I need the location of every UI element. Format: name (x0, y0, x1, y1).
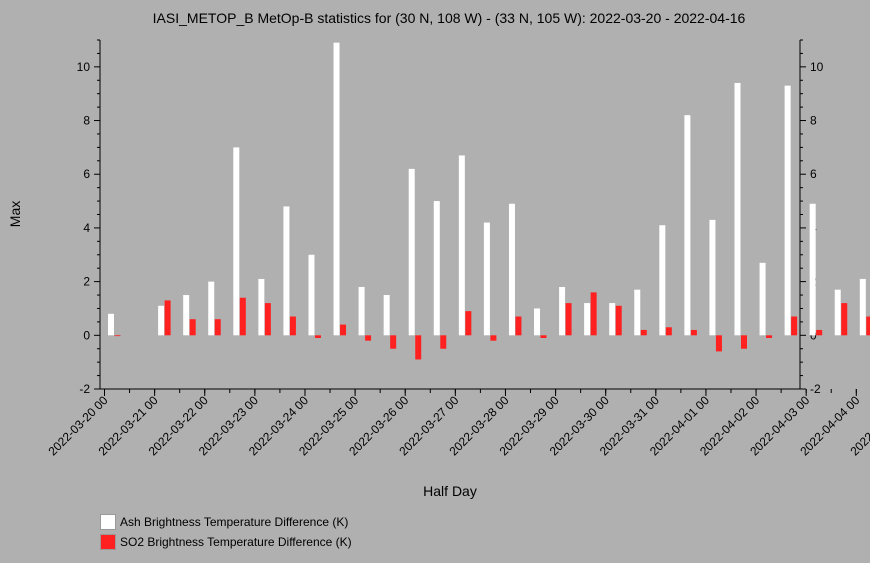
ash-bar (634, 289, 641, 336)
so2-bar (490, 335, 497, 341)
so2-bar (741, 335, 747, 349)
x-axis-label: Half Day (423, 483, 477, 499)
so2-bar (841, 303, 848, 336)
so2-bar (440, 335, 447, 349)
so2-bar (766, 335, 773, 338)
y-tick-label-right: -2 (810, 382, 821, 396)
ash-bar (508, 203, 515, 336)
ash-bar (333, 42, 340, 336)
ash-bar (458, 155, 465, 336)
so2-bar (715, 335, 722, 352)
so2-bar (214, 319, 221, 336)
ash-bar (834, 289, 841, 336)
so2-bar (289, 316, 296, 336)
chart-title: IASI_METOP_B MetOp-B statistics for (30 … (153, 10, 746, 26)
so2-bar (565, 303, 572, 336)
ash-bar (859, 278, 866, 336)
so2-bar (816, 329, 823, 336)
so2-bar (390, 335, 397, 349)
ash-bar (483, 222, 490, 336)
ash-bar (759, 262, 766, 336)
ash-bar (734, 82, 741, 336)
so2-bar (365, 335, 372, 341)
ash-bar (233, 147, 240, 336)
legend: Ash Brightness Temperature Difference (K… (100, 512, 352, 552)
ash-bar (283, 206, 290, 336)
so2-bar (189, 319, 196, 336)
y-tick-label-left: 0 (83, 328, 90, 342)
so2-bar (340, 324, 347, 336)
so2-bar (465, 311, 472, 336)
ash-bar (158, 305, 165, 336)
so2-bar (791, 316, 798, 336)
legend-label-ash: Ash Brightness Temperature Difference (K… (120, 515, 349, 529)
so2-bar (590, 292, 597, 336)
ash-bar (784, 85, 791, 336)
so2-bar (615, 305, 622, 336)
legend-item-ash: Ash Brightness Temperature Difference (K… (100, 512, 352, 532)
y-tick-label-right: 6 (810, 167, 817, 181)
legend-swatch-ash (100, 514, 116, 530)
so2-bar (415, 335, 422, 360)
so2-bar (314, 335, 321, 338)
ash-bar (659, 225, 666, 336)
ash-bar (584, 303, 591, 336)
ash-bar (308, 254, 315, 336)
ash-bar (709, 219, 716, 336)
plot-area: -2-2002244668810102022-03-20 002022-03-2… (46, 39, 870, 458)
y-tick-label-left: 4 (83, 221, 90, 235)
so2-bar (114, 335, 121, 337)
y-tick-label-right: 8 (810, 114, 817, 128)
ash-bar (559, 286, 566, 336)
so2-bar (239, 297, 246, 336)
legend-swatch-so2 (100, 534, 116, 550)
so2-bar (540, 335, 547, 338)
ash-bar (358, 286, 365, 336)
y-tick-label-left: 2 (83, 275, 90, 289)
ash-bar (108, 313, 114, 336)
ash-bar (408, 168, 415, 336)
ash-bar (609, 303, 616, 336)
ash-bar (684, 115, 691, 336)
so2-bar (164, 300, 171, 336)
y-tick-label-left: 6 (83, 167, 90, 181)
ash-bar (208, 281, 215, 336)
so2-bar (665, 327, 672, 336)
y-tick-label-right: 10 (810, 60, 824, 74)
legend-label-so2: SO2 Brightness Temperature Difference (K… (120, 535, 352, 549)
ash-bar (809, 203, 816, 336)
y-tick-label-left: -2 (79, 382, 90, 396)
so2-bar (264, 303, 271, 336)
y-axis-label: Max (7, 201, 23, 227)
ash-bar (433, 201, 440, 336)
ash-bar (258, 278, 265, 336)
y-tick-label-left: 10 (77, 60, 91, 74)
legend-item-so2: SO2 Brightness Temperature Difference (K… (100, 532, 352, 552)
ash-bar (183, 295, 190, 336)
so2-bar (515, 316, 522, 336)
so2-bar (690, 329, 697, 336)
y-tick-label-left: 8 (83, 114, 90, 128)
so2-bar (640, 329, 647, 336)
ash-bar (383, 295, 390, 336)
ash-bar (534, 308, 541, 336)
so2-bar (866, 316, 870, 336)
